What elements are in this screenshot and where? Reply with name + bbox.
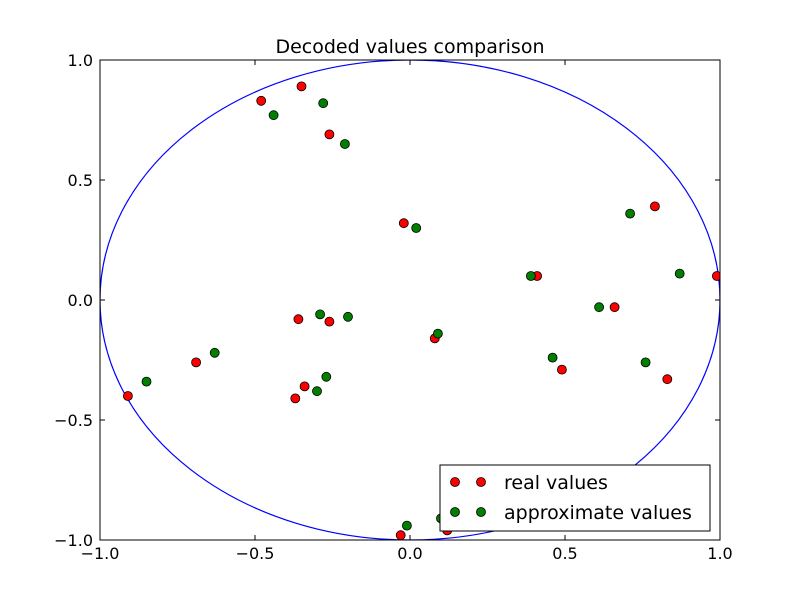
point-approximate-values-16 bbox=[141, 376, 152, 387]
point-real-values-3 bbox=[398, 218, 409, 229]
legend-marker-approx-1 bbox=[450, 507, 460, 517]
point-real-values-17 bbox=[395, 530, 406, 540]
y-axis-tick-labels: −1.0 −0.5 0.0 0.5 1.0 bbox=[54, 51, 93, 550]
point-real-values-5 bbox=[712, 271, 720, 281]
point-real-values-8 bbox=[293, 314, 304, 325]
chart-title: Decoded values comparison bbox=[275, 36, 544, 58]
y-tick-label-4: 1.0 bbox=[68, 51, 93, 70]
legend-box bbox=[439, 464, 711, 532]
point-approximate-values-12 bbox=[321, 371, 332, 382]
point-real-values-0 bbox=[256, 95, 267, 106]
point-real-values-4 bbox=[650, 201, 660, 212]
legend-label-approximate-values: approximate values bbox=[504, 502, 692, 524]
point-approximate-values-17 bbox=[401, 520, 412, 531]
point-approximate-values-2 bbox=[339, 139, 350, 149]
x-tick-label-0: −1.0 bbox=[81, 544, 120, 563]
point-approximate-values-4 bbox=[625, 208, 635, 219]
point-approximate-values-10 bbox=[432, 328, 443, 339]
point-approximate-values-1 bbox=[318, 98, 329, 109]
point-approximate-values-0 bbox=[268, 110, 279, 121]
legend-marker-approx-2 bbox=[476, 507, 486, 517]
point-approximate-values-8 bbox=[315, 309, 326, 320]
legend-marker-real-1 bbox=[450, 477, 460, 487]
x-tick-label-2: 0.0 bbox=[397, 544, 422, 563]
legend-marker-real-2 bbox=[476, 477, 486, 487]
point-real-values-7 bbox=[609, 302, 620, 313]
plot-content bbox=[100, 60, 720, 540]
x-tick-label-1: −0.5 bbox=[236, 544, 275, 563]
point-real-values-11 bbox=[191, 357, 202, 368]
point-real-values-16 bbox=[123, 391, 133, 401]
point-real-values-13 bbox=[290, 393, 301, 404]
point-approximate-values-15 bbox=[640, 357, 651, 368]
point-real-values-2 bbox=[324, 129, 335, 140]
point-approximate-values-9 bbox=[343, 311, 353, 322]
point-real-values-9 bbox=[324, 316, 335, 327]
x-axis-tick-labels: −1.0 −0.5 0.0 0.5 1.0 bbox=[81, 544, 733, 563]
point-approximate-values-7 bbox=[594, 302, 604, 313]
y-tick-label-3: 0.5 bbox=[68, 171, 93, 190]
point-real-values-1 bbox=[296, 81, 307, 92]
point-real-values-12 bbox=[299, 381, 310, 392]
axis-ticks bbox=[99, 59, 721, 541]
y-tick-label-0: −1.0 bbox=[54, 531, 93, 550]
point-approximate-values-6 bbox=[526, 271, 536, 281]
x-tick-label-4: 1.0 bbox=[707, 544, 732, 563]
legend-label-real-values: real values bbox=[504, 472, 608, 494]
point-approximate-values-13 bbox=[312, 386, 322, 397]
x-tick-label-3: 0.5 bbox=[552, 544, 577, 563]
point-approximate-values-14 bbox=[547, 352, 558, 363]
point-real-values-15 bbox=[662, 374, 673, 385]
point-approximate-values-3 bbox=[411, 223, 422, 233]
y-tick-label-1: −0.5 bbox=[54, 411, 93, 430]
point-approximate-values-11 bbox=[209, 347, 220, 358]
legend: real values approximate values bbox=[439, 464, 711, 532]
y-tick-label-2: 0.0 bbox=[68, 291, 93, 310]
point-approximate-values-5 bbox=[674, 268, 685, 279]
point-real-values-14 bbox=[557, 364, 567, 375]
